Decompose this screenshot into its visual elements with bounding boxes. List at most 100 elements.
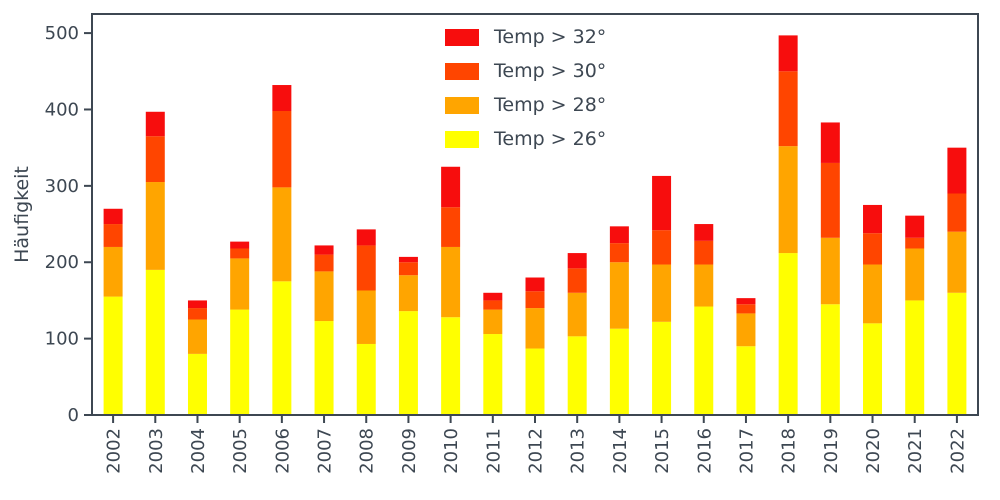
bar-segment-2020-s0 [863,323,883,415]
bar-segment-2004-s2 [187,308,207,320]
bar-segment-2007-s3 [314,245,334,255]
bar-segment-2003-s0 [145,269,165,415]
bar-segment-2019-s1 [820,237,840,305]
bar-segment-2022-s2 [947,193,967,232]
bar-segment-2008-s3 [356,229,376,246]
x-tick-label: 2003 [146,428,167,474]
bar-segment-2018-s2 [778,71,798,147]
bar-segment-2008-s2 [356,245,376,291]
bar-segment-2010-s2 [441,207,461,247]
bar-segment-2002-s3 [103,208,123,225]
bar-segment-2006-s0 [272,281,292,415]
y-tick-label: 200 [45,252,79,273]
bar-segment-2002-s1 [103,246,123,297]
x-tick-label: 2006 [272,428,293,474]
x-axis: 2002 2003 2004 2005 2006 2007 2008 2009 2010 2011… [104,415,968,474]
bar-segment-2013-s2 [567,268,587,293]
bar-segment-2013-s0 [567,336,587,415]
bar-segment-2015-s1 [652,264,672,322]
bar-segment-2015-s0 [652,321,672,415]
x-tick-label: 2019 [821,428,842,474]
bar-segment-2006-s1 [272,187,292,282]
bar-segment-2020-s1 [863,264,883,324]
bar-segment-2004-s1 [187,319,207,354]
bar-segment-2008-s0 [356,343,376,415]
bar-segment-2018-s1 [778,146,798,254]
bar-segment-2005-s1 [230,258,250,310]
y-axis-label: Häufigkeit [11,166,33,263]
y-tick-label: 0 [68,405,79,426]
bar-segment-2004-s3 [187,300,207,309]
bar-segment-2005-s2 [230,248,250,259]
y-axis: 0 100 200 300 400 500 [45,23,92,426]
legend-label-0: Temp > 32° [493,26,606,48]
bar-segment-2015-s3 [652,175,672,231]
y-tick-label: 500 [45,23,79,44]
bar-segment-2002-s0 [103,296,123,415]
x-tick-label: 2004 [188,428,209,474]
bar-segment-2021-s3 [905,215,925,238]
bar-segment-2002-s2 [103,224,123,247]
x-tick-label: 2014 [610,428,631,474]
bar-segment-2012-s0 [525,348,545,415]
x-tick-label: 2005 [230,428,251,474]
bar-segment-2020-s2 [863,233,883,265]
x-tick-label: 2002 [104,428,125,474]
x-tick-label: 2009 [399,428,420,474]
bar-segment-2006-s3 [272,85,292,111]
x-tick-label: 2007 [315,428,336,474]
x-tick-label: 2011 [483,428,504,474]
y-tick-label: 400 [45,99,79,120]
bar-segment-2010-s3 [441,166,461,208]
bar-segment-2017-s3 [736,298,756,305]
x-tick-label: 2016 [694,428,715,474]
bar-segment-2014-s2 [609,243,629,263]
legend-label-3: Temp > 26° [493,128,606,150]
bars-group [103,35,967,415]
bar-segment-2003-s3 [145,111,165,137]
bar-segment-2017-s1 [736,313,756,347]
bar-segment-2021-s2 [905,237,925,249]
bar-segment-2022-s3 [947,147,967,194]
bar-segment-2007-s1 [314,271,334,322]
y-tick-label: 100 [45,329,79,350]
x-tick-label: 2015 [652,428,673,474]
bar-segment-2012-s3 [525,277,545,292]
bar-segment-2009-s0 [398,311,418,415]
bar-segment-2021-s0 [905,300,925,415]
bar-segment-2019-s3 [820,122,840,163]
bar-segment-2005-s0 [230,309,250,415]
bar-segment-2007-s0 [314,321,334,415]
bar-segment-2018-s0 [778,253,798,415]
bar-segment-2006-s2 [272,111,292,188]
bar-segment-2005-s3 [230,241,250,249]
bar-segment-2016-s2 [694,240,714,265]
legend-swatch-2 [445,97,479,114]
bar-segment-2022-s0 [947,292,967,415]
bar-segment-2011-s2 [483,300,503,310]
bar-segment-2009-s1 [398,275,418,312]
legend-swatch-0 [445,29,479,46]
x-tick-label: 2010 [441,428,462,474]
bar-segment-2016-s0 [694,306,714,415]
bar-segment-2011-s3 [483,292,503,301]
x-tick-label: 2008 [357,428,378,474]
bar-segment-2003-s2 [145,136,165,183]
x-tick-label: 2018 [779,428,800,474]
x-tick-label: 2021 [905,428,926,474]
bar-segment-2022-s1 [947,231,967,293]
bar-segment-2013-s3 [567,253,587,269]
bar-segment-2020-s3 [863,204,883,234]
bar-segment-2014-s3 [609,226,629,244]
bar-segment-2009-s3 [398,256,418,263]
bar-segment-2019-s0 [820,304,840,415]
x-tick-label: 2022 [947,428,968,474]
bar-segment-2008-s1 [356,290,376,344]
bar-segment-2021-s1 [905,248,925,301]
legend-swatch-1 [445,63,479,80]
bar-segment-2017-s2 [736,304,756,314]
x-tick-label: 2012 [526,428,547,474]
bar-segment-2012-s1 [525,308,545,349]
x-tick-label: 2013 [568,428,589,474]
